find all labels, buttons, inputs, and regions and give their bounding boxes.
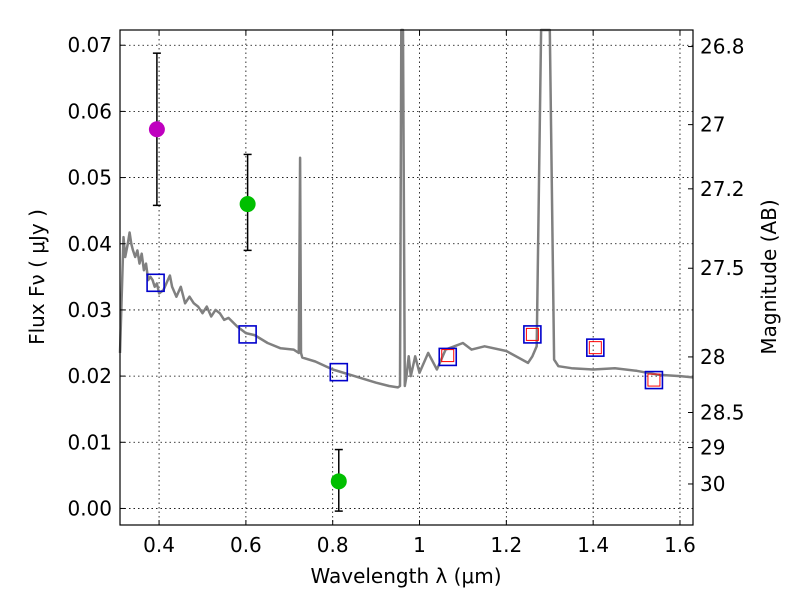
x-tick-label: 1.6	[664, 533, 696, 557]
right-tick-label: 28	[700, 345, 725, 369]
data-point-red-square	[441, 349, 455, 363]
x-tick-label: 1.2	[490, 533, 522, 557]
y-tick-label: 0.03	[67, 298, 112, 322]
x-tick-label: 0.8	[317, 533, 349, 557]
y-tick-label: 0.00	[67, 496, 112, 520]
right-axis-label: Magnitude (AB)	[757, 199, 781, 354]
axis-ticks: 0.4 0.6 0.8 1 1.2 1.4 1.6 0.00 0.01 0.02 0.03 0.04 0…	[67, 30, 745, 557]
model-spectrum-line	[118, 28, 694, 389]
plot-frame	[119, 29, 694, 526]
x-tick-label: 1	[413, 533, 426, 557]
x-tick-label: 1.4	[577, 533, 609, 557]
data-point-blue-square	[438, 347, 458, 367]
y-tick-label: 0.04	[67, 232, 112, 256]
x-tick-label: 0.6	[230, 533, 262, 557]
y-tick-label: 0.05	[67, 166, 112, 190]
data-point-blue-square	[644, 370, 664, 390]
right-tick-label: 27.5	[700, 256, 745, 280]
data-point-circle	[330, 473, 347, 490]
y-tick-label: 0.06	[67, 99, 112, 123]
model-spectrum-layer	[118, 28, 694, 389]
data-point-circle	[148, 121, 165, 138]
data-point-blue-square	[523, 325, 542, 344]
photometry-markers-layer	[146, 52, 664, 512]
data-point-circle	[239, 196, 256, 213]
data-point-blue-square	[329, 362, 349, 382]
right-tick-label: 27.2	[700, 177, 745, 201]
data-point-red-square	[647, 373, 661, 387]
data-point-blue-square	[238, 325, 257, 344]
grid-lines	[120, 30, 693, 525]
y-axis-label: Flux Fν ( μJy )	[25, 209, 49, 345]
right-tick-label: 28.5	[700, 401, 745, 425]
data-point-red-square	[525, 327, 539, 341]
y-tick-label: 0.07	[67, 33, 112, 57]
x-tick-label: 0.4	[143, 533, 175, 557]
plot-background	[120, 30, 693, 525]
right-tick-label: 26.8	[700, 35, 745, 59]
data-point-blue-square	[146, 273, 165, 293]
right-tick-label: 30	[700, 472, 725, 496]
y-tick-label: 0.02	[67, 364, 112, 388]
data-point-blue-square	[586, 338, 605, 357]
right-tick-label: 29	[700, 436, 725, 460]
right-tick-label: 27	[700, 113, 725, 137]
data-point-red-square	[588, 341, 602, 355]
x-axis-label: Wavelength λ (μm)	[310, 564, 501, 588]
y-tick-label: 0.01	[67, 430, 112, 454]
